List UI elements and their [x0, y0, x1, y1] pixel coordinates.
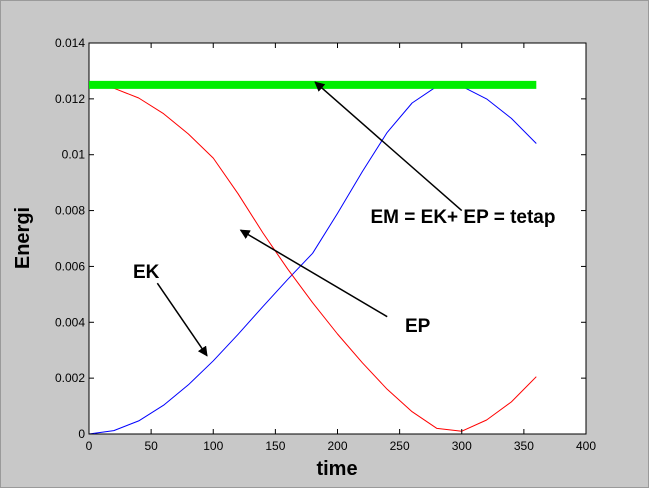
- annotation-arrow: [239, 229, 388, 318]
- y-axis-label: Energi: [12, 207, 34, 269]
- x-tick-label: 200: [327, 439, 347, 453]
- x-tick-label: 300: [452, 439, 472, 453]
- y-tick-label: 0.002: [55, 371, 85, 385]
- annotation-arrow: [156, 282, 208, 357]
- y-tick-label: 0.008: [55, 204, 85, 218]
- y-tick-label: 0.014: [55, 36, 85, 50]
- annotation-arrow: [314, 81, 463, 212]
- x-tick-label: 350: [514, 439, 534, 453]
- y-tick-label: 0.006: [55, 259, 85, 273]
- x-tick-label: 0: [86, 439, 93, 453]
- x-tick-label: 150: [265, 439, 285, 453]
- x-tick-label: 100: [203, 439, 223, 453]
- annotation-label: EM = EK+ EP = tetap: [371, 207, 556, 228]
- plot-area: [88, 42, 587, 435]
- annotation-label: EP: [405, 316, 431, 337]
- x-tick-label: 250: [390, 439, 410, 453]
- y-tick-label: 0.01: [62, 148, 86, 162]
- y-tick-label: 0.004: [55, 315, 85, 329]
- y-tick-label: 0.012: [55, 92, 85, 106]
- x-tick-label: 50: [144, 439, 158, 453]
- y-tick-label: 0: [78, 427, 85, 441]
- x-tick-label: 400: [576, 439, 596, 453]
- x-axis-label: time: [316, 458, 357, 480]
- annotation-label: EK: [133, 262, 160, 283]
